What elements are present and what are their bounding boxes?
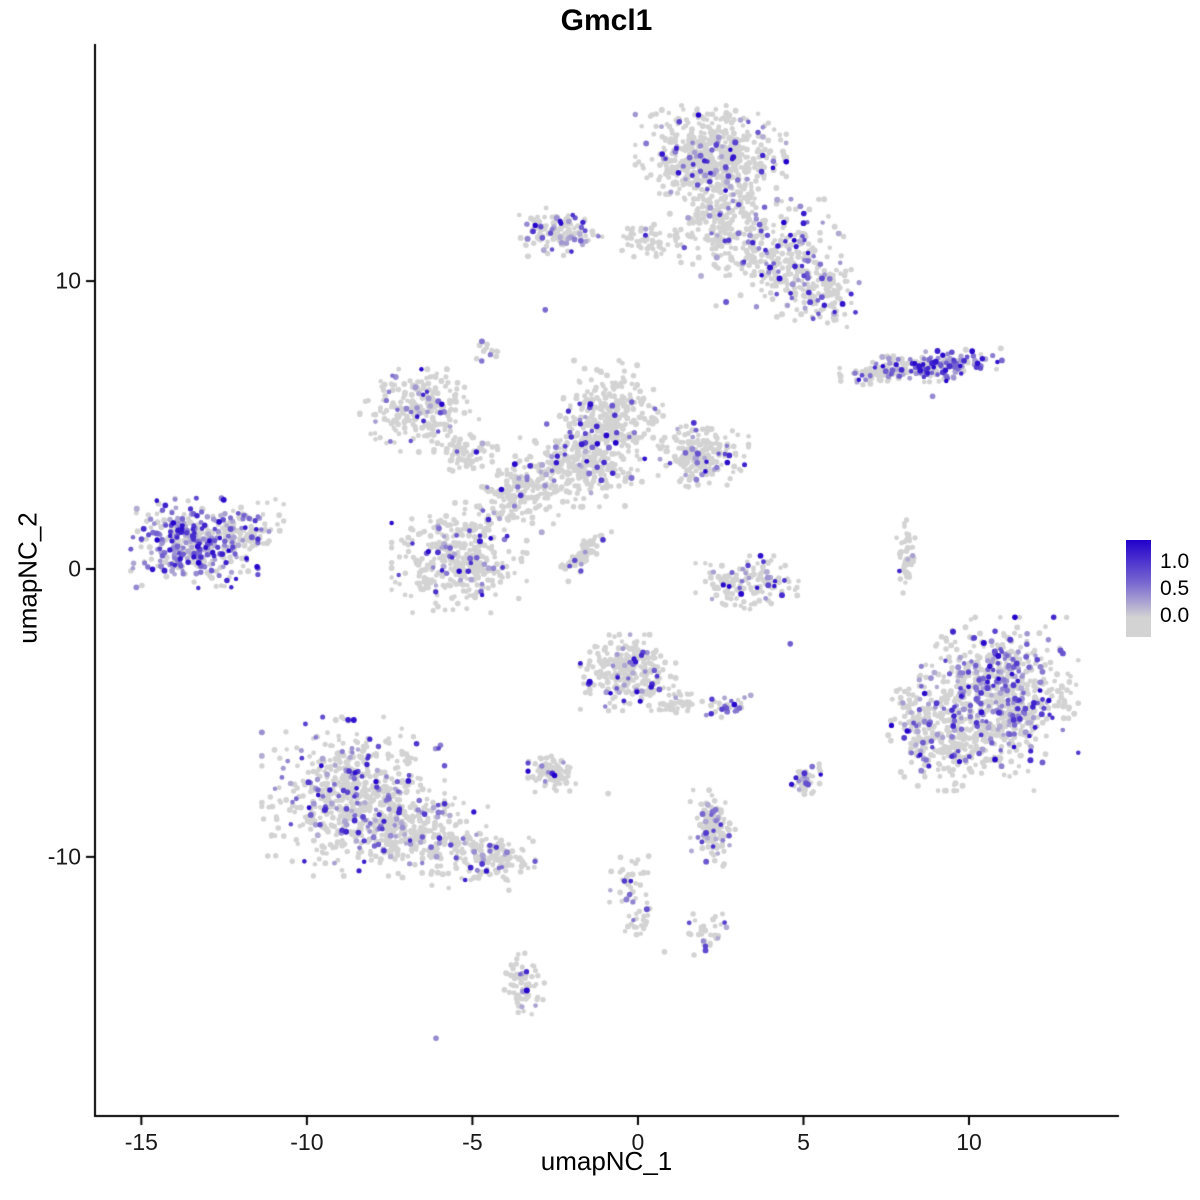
legend-tick-label: 1.0 [1160,550,1190,573]
plot-title: Gmcl1 [560,4,653,37]
legend: 1.0 0.5 0.0 [1126,540,1200,644]
legend-tick-label: 0.5 [1160,577,1190,600]
y-axis-label: umapNC_2 [12,512,43,644]
legend-colorbar [1126,540,1151,637]
x-axis-label: umapNC_1 [540,1146,673,1176]
legend-tick-label: 0.0 [1160,604,1190,627]
